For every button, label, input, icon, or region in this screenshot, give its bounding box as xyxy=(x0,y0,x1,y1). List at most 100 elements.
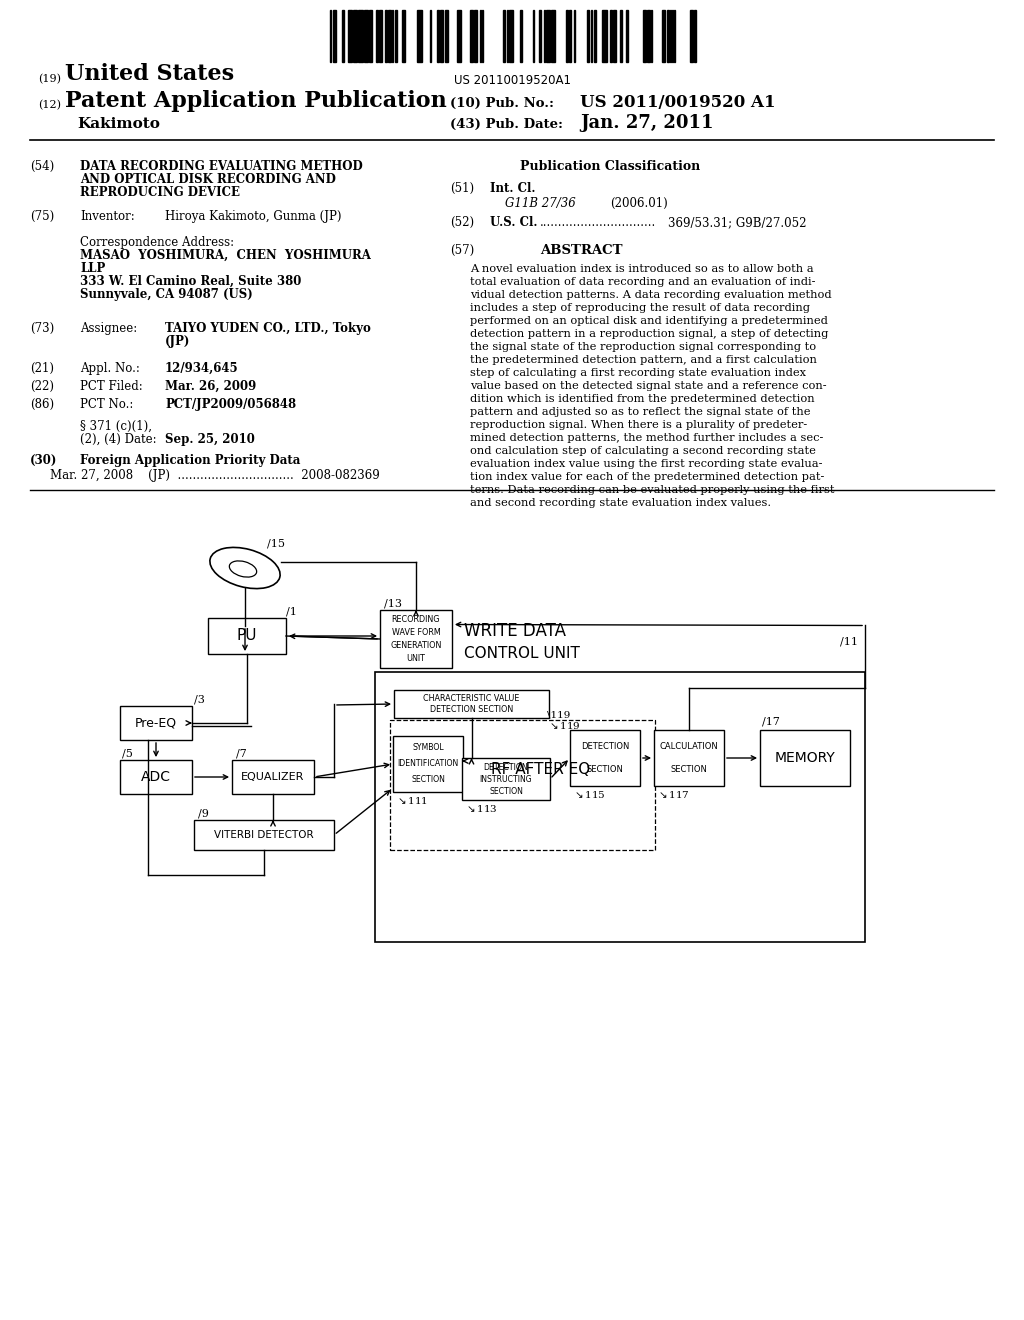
Text: terns. Data recording can be evaluated properly using the first: terns. Data recording can be evaluated p… xyxy=(470,484,835,495)
Text: total evaluation of data recording and an evaluation of indi-: total evaluation of data recording and a… xyxy=(470,277,815,286)
Text: Jan. 27, 2011: Jan. 27, 2011 xyxy=(580,114,714,132)
Text: (10) Pub. No.:: (10) Pub. No.: xyxy=(450,96,554,110)
Text: evaluation index value using the first recording state evalua-: evaluation index value using the first r… xyxy=(470,459,822,469)
Bar xyxy=(662,11,665,62)
Text: US 2011/0019520 A1: US 2011/0019520 A1 xyxy=(580,94,775,111)
Bar xyxy=(194,820,334,850)
Bar xyxy=(333,11,336,62)
Text: (19): (19) xyxy=(38,74,61,84)
Text: GENERATION: GENERATION xyxy=(390,642,441,649)
Text: /3: /3 xyxy=(194,694,205,704)
Text: (43) Pub. Date:: (43) Pub. Date: xyxy=(450,117,563,131)
Bar xyxy=(566,11,568,62)
Text: (2), (4) Date:: (2), (4) Date: xyxy=(80,433,157,446)
Text: /1: /1 xyxy=(286,606,297,616)
Bar xyxy=(546,11,550,62)
Text: (JP): (JP) xyxy=(165,335,190,348)
Text: United States: United States xyxy=(65,63,234,84)
Bar xyxy=(379,11,382,62)
Bar xyxy=(390,719,655,850)
Text: DETECTION SECTION: DETECTION SECTION xyxy=(430,705,513,714)
Text: INSTRUCTING: INSTRUCTING xyxy=(479,775,532,784)
Text: tion index value for each of the predetermined detection pat-: tion index value for each of the predete… xyxy=(470,473,824,482)
Text: MASAO  YOSHIMURA,  CHEN  YOSHIMURA: MASAO YOSHIMURA, CHEN YOSHIMURA xyxy=(80,249,371,261)
Text: PCT/JP2009/056848: PCT/JP2009/056848 xyxy=(165,399,296,411)
Text: Publication Classification: Publication Classification xyxy=(520,160,700,173)
Bar xyxy=(364,11,368,62)
Text: 369/53.31; G9B/27.052: 369/53.31; G9B/27.052 xyxy=(668,216,807,228)
Text: /9: /9 xyxy=(198,808,209,818)
Bar xyxy=(539,11,541,62)
Text: $\searrow$111: $\searrow$111 xyxy=(395,795,428,807)
Text: /11: /11 xyxy=(840,638,858,647)
Text: Inventor:: Inventor: xyxy=(80,210,135,223)
Bar xyxy=(375,672,865,942)
Bar xyxy=(509,11,513,62)
Bar xyxy=(647,11,650,62)
Text: (57): (57) xyxy=(450,244,474,257)
Text: Sep. 25, 2010: Sep. 25, 2010 xyxy=(165,433,255,446)
Text: 12/934,645: 12/934,645 xyxy=(165,362,239,375)
Text: IDENTIFICATION: IDENTIFICATION xyxy=(397,759,459,768)
Bar xyxy=(474,11,477,62)
Text: CALCULATION: CALCULATION xyxy=(659,742,719,751)
Bar xyxy=(394,690,549,718)
Text: Mar. 26, 2009: Mar. 26, 2009 xyxy=(165,380,256,393)
Text: Patent Application Publication: Patent Application Publication xyxy=(65,90,446,112)
Bar xyxy=(613,11,616,62)
Text: mined detection patterns, the method further includes a sec-: mined detection patterns, the method fur… xyxy=(470,433,823,444)
Bar xyxy=(587,11,589,62)
Text: DATA RECORDING EVALUATING METHOD: DATA RECORDING EVALUATING METHOD xyxy=(80,160,362,173)
Text: (21): (21) xyxy=(30,362,54,375)
Text: WRITE DATA: WRITE DATA xyxy=(464,622,566,640)
Text: PCT Filed:: PCT Filed: xyxy=(80,380,142,393)
Bar xyxy=(388,11,391,62)
Text: Foreign Application Priority Data: Foreign Application Priority Data xyxy=(80,454,300,467)
Bar xyxy=(462,758,550,800)
Text: ...............................: ............................... xyxy=(540,216,656,228)
Text: (30): (30) xyxy=(30,454,57,467)
Text: Kakimoto: Kakimoto xyxy=(77,117,160,131)
Bar xyxy=(395,11,397,62)
Bar xyxy=(594,11,596,62)
Text: DETECTION: DETECTION xyxy=(483,763,528,771)
Text: pattern and adjusted so as to reflect the signal state of the: pattern and adjusted so as to reflect th… xyxy=(470,407,811,417)
Text: A novel evaluation index is introduced so as to allow both a: A novel evaluation index is introduced s… xyxy=(470,264,814,275)
Text: $\searrow$113: $\searrow$113 xyxy=(464,803,498,814)
Text: and second recording state evaluation index values.: and second recording state evaluation in… xyxy=(470,498,771,508)
Bar xyxy=(358,11,362,62)
Bar xyxy=(520,11,522,62)
Bar xyxy=(120,706,193,741)
Text: ond calculation step of calculating a second recording state: ond calculation step of calculating a se… xyxy=(470,446,816,455)
Text: /5: /5 xyxy=(122,748,133,758)
Bar xyxy=(690,11,693,62)
Text: MEMORY: MEMORY xyxy=(774,751,836,766)
Bar xyxy=(120,760,193,795)
Text: WAVE FORM: WAVE FORM xyxy=(391,628,440,638)
Bar xyxy=(760,730,850,785)
Text: LLP: LLP xyxy=(80,261,105,275)
Text: PCT No.:: PCT No.: xyxy=(80,399,133,411)
Bar xyxy=(570,730,640,785)
Text: RECORDING: RECORDING xyxy=(392,615,440,624)
Text: $\searrow$117: $\searrow$117 xyxy=(656,789,690,800)
Text: Assignee:: Assignee: xyxy=(80,322,137,335)
Bar xyxy=(551,11,555,62)
Text: AND OPTICAL DISK RECORDING AND: AND OPTICAL DISK RECORDING AND xyxy=(80,173,336,186)
Bar xyxy=(440,11,443,62)
Text: value based on the detected signal state and a reference con-: value based on the detected signal state… xyxy=(470,381,826,391)
Text: VITERBI DETECTOR: VITERBI DETECTOR xyxy=(214,830,313,840)
Text: /15: /15 xyxy=(267,539,285,548)
Text: (22): (22) xyxy=(30,380,54,393)
Text: dition which is identified from the predetermined detection: dition which is identified from the pred… xyxy=(470,393,815,404)
Bar xyxy=(232,760,314,795)
Text: Hiroya Kakimoto, Gunma (JP): Hiroya Kakimoto, Gunma (JP) xyxy=(165,210,341,223)
Bar xyxy=(654,730,724,785)
Text: (52): (52) xyxy=(450,216,474,228)
Text: G11B 27/36: G11B 27/36 xyxy=(505,197,575,210)
Bar xyxy=(620,11,622,62)
Text: /7: /7 xyxy=(236,748,247,758)
Text: $\searrow$119: $\searrow$119 xyxy=(547,719,581,731)
Bar xyxy=(626,11,628,62)
Text: (75): (75) xyxy=(30,210,54,223)
